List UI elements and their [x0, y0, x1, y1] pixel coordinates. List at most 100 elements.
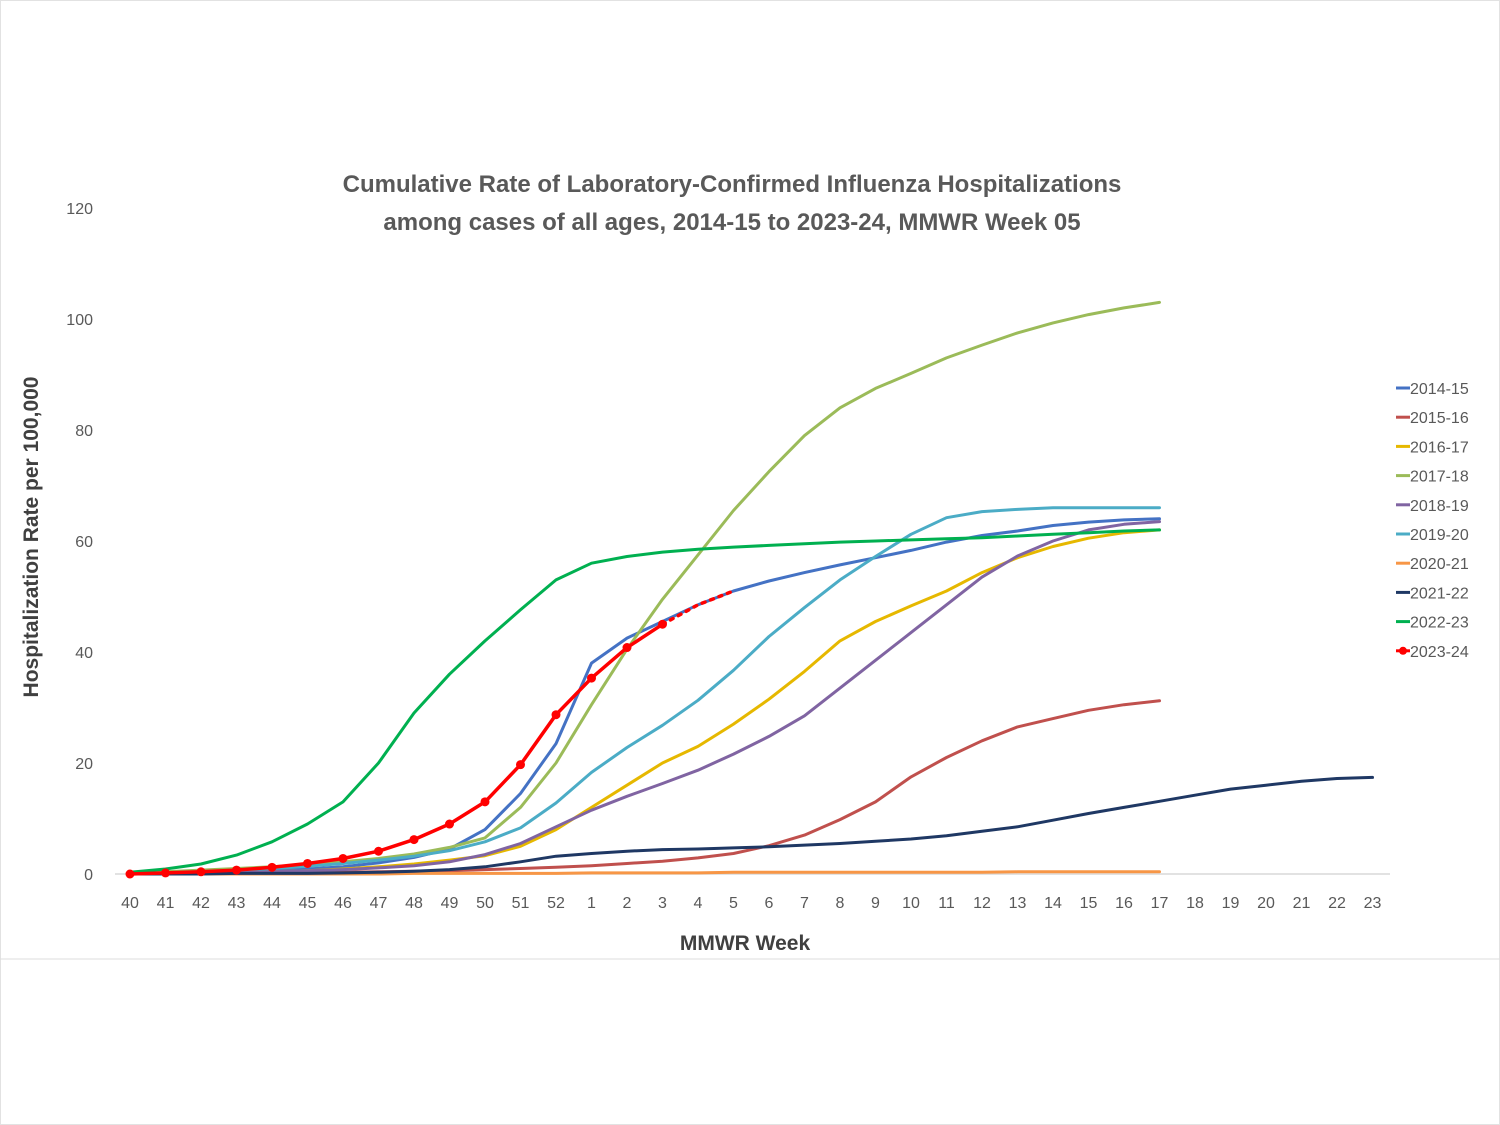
x-tick-label: 6 — [765, 895, 774, 912]
series-point-2023-24 — [658, 619, 667, 629]
x-tick-label: 47 — [370, 895, 388, 912]
series-point-2023-24 — [303, 858, 312, 868]
series-2022-23 — [128, 528, 1161, 874]
x-tick-label: 43 — [228, 895, 246, 912]
x-tick-label: 7 — [800, 895, 809, 912]
legend-label: 2014-15 — [1410, 381, 1469, 398]
series-2019-20 — [128, 506, 1161, 875]
x-tick-label: 46 — [334, 895, 352, 912]
legend-marker — [1399, 646, 1407, 655]
y-axis-ticks: 0 20 40 60 80 100 120 — [66, 201, 93, 884]
x-axis-ticks: 40 41 42 43 44 45 46 47 48 49 50 51 52 1 2 3 4 5 6 7 8 9 10 11 1… — [121, 895, 1381, 912]
y-tick-label: 100 — [66, 312, 93, 329]
series-point-2023-24 — [551, 710, 561, 720]
y-tick-label: 120 — [66, 201, 93, 218]
series-point-2023-24 — [409, 835, 419, 845]
series-2021-22 — [128, 775, 1374, 876]
legend-item-2018-19: 2018-19 — [1396, 498, 1469, 515]
series-line-2017-18 — [128, 300, 1161, 875]
series-point-2023-24 — [267, 862, 277, 872]
legend-item-2015-16: 2015-16 — [1396, 410, 1469, 427]
x-tick-label: 14 — [1044, 895, 1062, 912]
x-tick-label: 20 — [1257, 895, 1275, 912]
chart-title: Cumulative Rate of Laboratory-Confirmed … — [343, 171, 1122, 236]
series-point-2023-24 — [196, 867, 206, 877]
x-tick-label: 3 — [658, 895, 667, 912]
legend-item-2023-24: 2023-24 — [1396, 644, 1469, 661]
legend-label: 2016-17 — [1410, 439, 1469, 456]
legend-item-2016-17: 2016-17 — [1396, 439, 1469, 456]
series-2015-16 — [128, 699, 1161, 876]
series-2017-18 — [128, 300, 1161, 875]
x-tick-label: 40 — [121, 895, 139, 912]
legend-item-2019-20: 2019-20 — [1396, 527, 1469, 544]
x-tick-label: 42 — [192, 895, 210, 912]
legend-item-2022-23: 2022-23 — [1396, 615, 1469, 632]
x-tick-label: 9 — [871, 895, 880, 912]
x-tick-label: 19 — [1222, 895, 1240, 912]
series-layer — [125, 300, 1374, 879]
x-tick-label: 18 — [1186, 895, 1204, 912]
series-point-2023-24 — [232, 865, 241, 875]
x-tick-label: 41 — [157, 895, 175, 912]
series-point-2023-24 — [587, 673, 596, 683]
series-point-2023-24 — [480, 797, 490, 807]
series-point-2023-24 — [445, 819, 454, 829]
x-tick-label: 1 — [587, 895, 596, 912]
y-axis-title: Hospitalization Rate per 100,000 — [20, 377, 43, 698]
legend-item-2021-22: 2021-22 — [1396, 585, 1469, 602]
series-point-2023-24 — [374, 846, 383, 856]
y-tick-label: 40 — [75, 645, 93, 662]
x-tick-label: 15 — [1080, 895, 1098, 912]
y-tick-label: 20 — [75, 756, 93, 773]
x-tick-label: 51 — [512, 895, 530, 912]
legend-label: 2022-23 — [1410, 615, 1469, 632]
series-line-2021-22 — [128, 775, 1374, 876]
x-tick-label: 45 — [299, 895, 317, 912]
series-projection-2023-24 — [660, 589, 736, 627]
x-tick-label: 17 — [1151, 895, 1169, 912]
series-line-2018-19 — [128, 520, 1161, 876]
x-tick-label: 44 — [263, 895, 281, 912]
series-point-2023-24 — [516, 760, 525, 770]
x-tick-label: 11 — [938, 895, 955, 912]
legend-label: 2015-16 — [1410, 410, 1469, 427]
legend-label: 2021-22 — [1410, 585, 1469, 602]
series-2014-15 — [128, 517, 1161, 876]
x-tick-label: 12 — [973, 895, 991, 912]
chart-title-line-2: among cases of all ages, 2014-15 to 2023… — [383, 209, 1080, 236]
y-tick-label: 0 — [84, 867, 93, 884]
x-tick-label: 2 — [623, 895, 632, 912]
legend-label: 2023-24 — [1410, 644, 1469, 661]
x-tick-label: 4 — [694, 895, 703, 912]
y-tick-label: 80 — [75, 423, 93, 440]
series-line-2019-20 — [128, 506, 1161, 875]
series-line-2014-15 — [128, 517, 1161, 876]
legend-label: 2018-19 — [1410, 498, 1469, 515]
x-tick-label: 48 — [405, 895, 423, 912]
series-point-2023-24 — [622, 643, 632, 653]
x-tick-label: 21 — [1293, 895, 1311, 912]
x-tick-label: 50 — [476, 895, 494, 912]
x-tick-label: 23 — [1364, 895, 1382, 912]
y-tick-label: 60 — [75, 534, 93, 551]
x-tick-label: 22 — [1328, 895, 1346, 912]
x-tick-label: 13 — [1009, 895, 1027, 912]
x-tick-label: 8 — [836, 895, 845, 912]
x-tick-label: 49 — [441, 895, 459, 912]
x-tick-label: 5 — [729, 895, 738, 912]
x-tick-label: 52 — [547, 895, 565, 912]
x-tick-label: 10 — [902, 895, 920, 912]
series-point-2023-24 — [125, 869, 135, 879]
series-line-2023-24 — [128, 622, 665, 876]
series-line-2015-16 — [128, 699, 1161, 876]
series-point-2023-24 — [161, 868, 170, 878]
series-2023-24 — [125, 589, 736, 879]
legend: 2014-15 2015-16 2016-17 2017-18 2018-19 2019-… — [1396, 381, 1469, 661]
legend-item-2014-15: 2014-15 — [1396, 381, 1469, 398]
legend-item-2020-21: 2020-21 — [1396, 556, 1469, 573]
series-2016-17 — [128, 528, 1161, 876]
legend-label: 2017-18 — [1410, 469, 1469, 486]
chart-title-line-1: Cumulative Rate of Laboratory-Confirmed … — [343, 171, 1122, 198]
